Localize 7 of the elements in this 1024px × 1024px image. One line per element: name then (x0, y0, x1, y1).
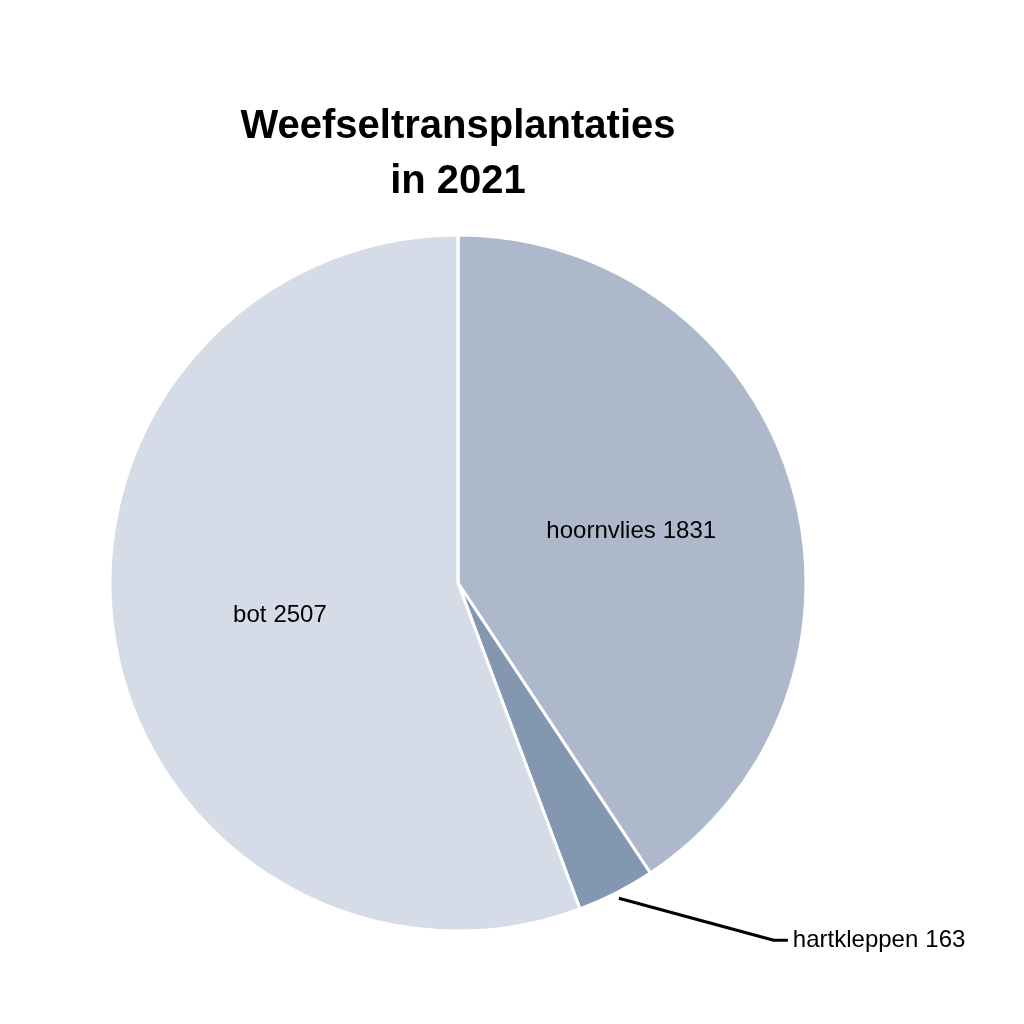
slice-label: hartkleppen (792, 925, 919, 953)
chart-title: Weefseltransplantaties in 2021 (240, 102, 676, 201)
slice-label: hoornvlies (546, 515, 656, 543)
data-label: 163 (925, 925, 966, 953)
slice-label: bot (233, 600, 267, 628)
data-label: 2507 (273, 600, 327, 628)
data-label: 1831 (662, 515, 717, 543)
